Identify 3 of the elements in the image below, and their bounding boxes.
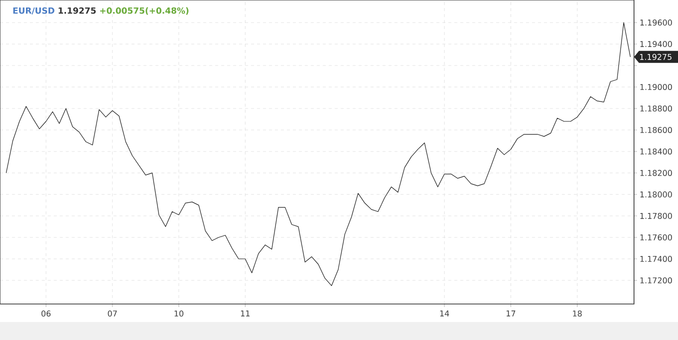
text: EUR/USD (13, 7, 54, 14)
annotation: 1.19275 (58, 7, 96, 14)
annotation: +0.00575(+0.48%) (100, 7, 188, 15)
